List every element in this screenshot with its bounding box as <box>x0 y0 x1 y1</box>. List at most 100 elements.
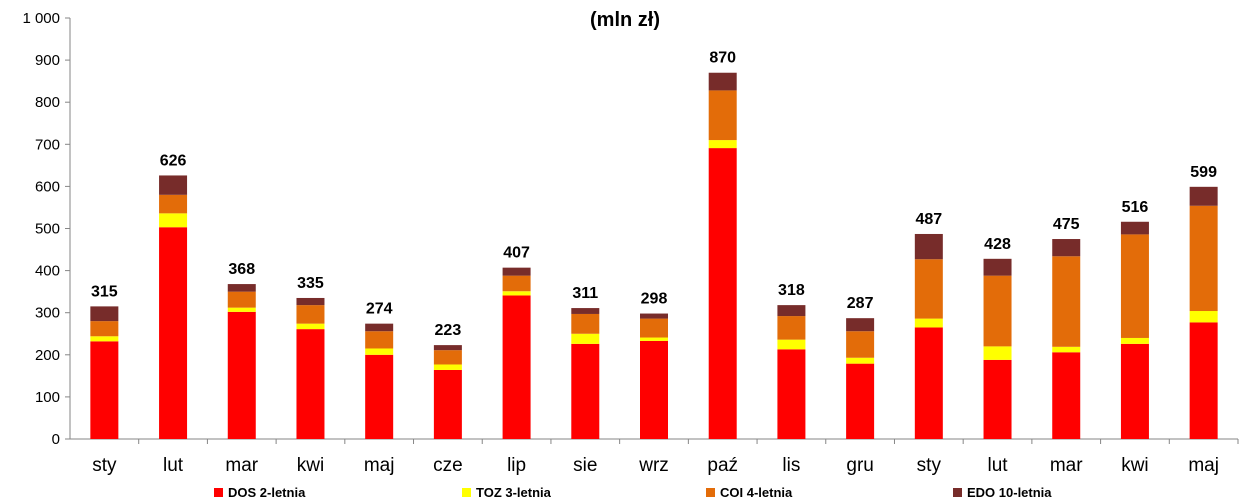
bar-segment-4 <box>365 323 394 332</box>
legend-label: TOZ 3-letnia <box>476 485 552 500</box>
x-tick-label: lis <box>782 455 800 476</box>
total-label: 368 <box>228 261 255 278</box>
bar-segment-3 <box>777 316 806 340</box>
bar-segment-1 <box>433 369 462 439</box>
total-label: 335 <box>297 275 324 292</box>
total-label: 487 <box>915 211 942 228</box>
bar-segment-1 <box>296 329 325 439</box>
y-tick-label: 0 <box>52 431 60 448</box>
bar-segment-2 <box>365 348 394 355</box>
bar-segment-4 <box>159 175 188 195</box>
bar-segment-2 <box>502 291 531 296</box>
bar-segment-4 <box>227 284 256 292</box>
y-tick-label: 1 000 <box>22 10 60 27</box>
legend-label: COI 4-letnia <box>720 485 793 500</box>
legend-swatch <box>706 488 715 497</box>
x-tick-label: lut <box>987 455 1008 476</box>
bar-segment-1 <box>846 363 875 439</box>
total-label: 870 <box>709 50 736 67</box>
bar-segment-2 <box>227 307 256 312</box>
legend-swatch <box>953 488 962 497</box>
y-tick-label: 200 <box>35 347 60 364</box>
y-tick-label: 900 <box>35 52 60 69</box>
bar-segment-2 <box>159 213 188 228</box>
bar-segment-4 <box>1189 186 1218 206</box>
x-tick-label: maj <box>1188 455 1219 476</box>
y-tick-label: 400 <box>35 263 60 280</box>
x-tick-label: gru <box>846 455 873 476</box>
bar-segment-2 <box>846 357 875 364</box>
bar-segment-1 <box>1120 343 1149 439</box>
bar-segment-2 <box>983 346 1012 360</box>
total-label: 315 <box>91 283 118 300</box>
bar-segment-3 <box>571 313 600 334</box>
bar-segment-3 <box>502 275 531 292</box>
bar-segment-2 <box>296 323 325 330</box>
total-label: 318 <box>778 282 805 299</box>
total-label: 274 <box>366 301 393 318</box>
x-tick-label: kwi <box>297 455 324 476</box>
bar-segment-4 <box>433 345 462 351</box>
bars <box>90 72 1218 440</box>
x-tick-label: sie <box>573 455 597 476</box>
bar-segment-4 <box>1052 239 1081 257</box>
chart-title: (mln zł) <box>590 9 660 31</box>
total-label: 223 <box>435 322 462 339</box>
bar-segment-2 <box>1052 346 1081 353</box>
total-label: 311 <box>572 285 598 302</box>
y-tick-label: 100 <box>35 389 60 406</box>
bar-segment-4 <box>777 305 806 317</box>
x-tick-label: cze <box>433 455 463 476</box>
bar-segment-4 <box>708 72 737 91</box>
x-tick-label: sty <box>917 455 942 476</box>
legend-swatch <box>462 488 471 497</box>
bar-segment-1 <box>571 343 600 439</box>
bar-segment-2 <box>914 318 943 328</box>
bar-segment-1 <box>90 341 119 439</box>
legend-label: EDO 10-letnia <box>967 485 1052 500</box>
legend-swatch <box>214 488 223 497</box>
bar-segment-1 <box>159 227 188 439</box>
bar-segment-3 <box>159 194 188 214</box>
bar-segment-3 <box>640 318 668 338</box>
x-tick-label: maj <box>364 455 395 476</box>
legend: DOS 2-letnia TOZ 3-letnia COI 4-letnia EDO … <box>214 485 1052 500</box>
x-tick-label: paź <box>707 455 738 476</box>
bar-segment-3 <box>914 259 943 319</box>
bar-segment-1 <box>1189 322 1218 439</box>
bar-segment-2 <box>571 333 600 344</box>
bar-segment-4 <box>296 297 325 306</box>
bar-segment-1 <box>640 340 668 439</box>
labels: 315 sty 626 lut 368 mar 335 kwi 274 maj 223 cze 407 l… <box>91 50 1219 476</box>
y-tick-label: 600 <box>35 178 60 195</box>
bar-segment-3 <box>227 291 256 308</box>
bar-segment-1 <box>1052 352 1081 439</box>
total-label: 599 <box>1190 164 1217 181</box>
y-tick-label: 800 <box>35 94 60 111</box>
total-label: 516 <box>1122 199 1149 216</box>
bar-segment-3 <box>708 90 737 141</box>
x-tick-label: lip <box>507 455 526 476</box>
legend-label: DOS 2-letnia <box>228 485 306 500</box>
bar-segment-4 <box>502 267 531 276</box>
bar-segment-3 <box>1052 256 1081 347</box>
x-tick-label: sty <box>92 455 117 476</box>
total-label: 428 <box>984 236 1011 253</box>
bar-segment-4 <box>90 306 119 322</box>
y-tick-label: 300 <box>35 305 60 322</box>
bar-segment-4 <box>914 233 943 260</box>
bar-segment-2 <box>433 364 462 370</box>
bar-segment-2 <box>640 337 668 341</box>
bar-segment-1 <box>708 148 737 440</box>
bar-segment-1 <box>365 354 394 439</box>
x-tick-label: kwi <box>1121 455 1148 476</box>
total-label: 407 <box>503 245 530 262</box>
bar-segment-3 <box>846 331 875 358</box>
bar-segment-3 <box>1189 205 1218 312</box>
bar-segment-2 <box>90 336 119 342</box>
x-tick-label: lut <box>163 455 184 476</box>
bar-segment-3 <box>1120 234 1149 338</box>
bar-segment-1 <box>983 359 1012 439</box>
bar-segment-4 <box>571 308 600 314</box>
